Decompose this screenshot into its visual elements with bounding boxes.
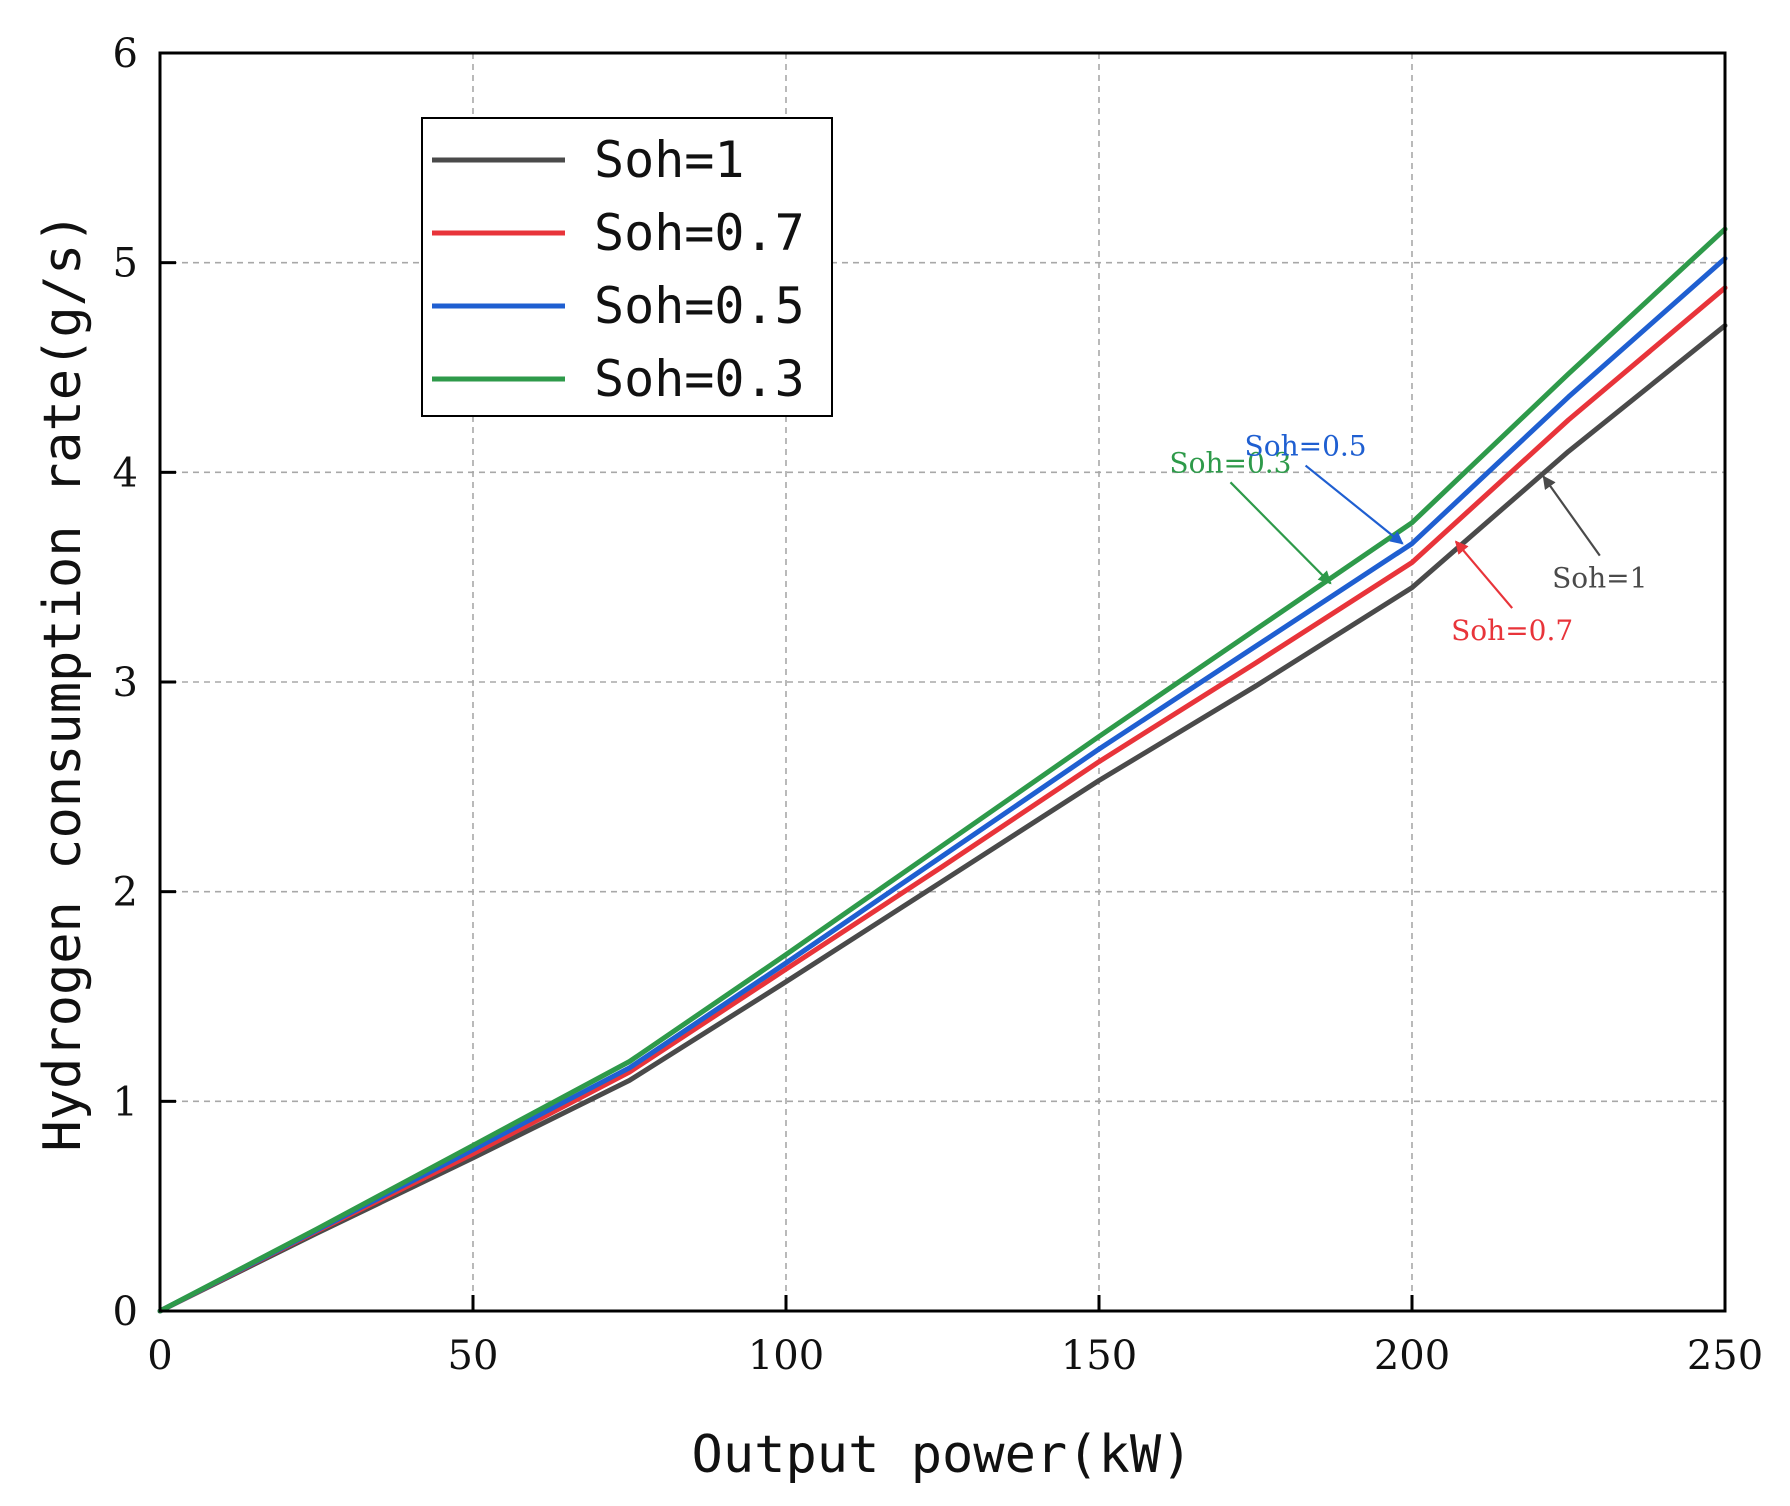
annotation-arrow (1454, 540, 1513, 609)
y-tick-label: 1 (113, 1079, 138, 1125)
series-line-2 (157, 256, 1728, 1314)
x-tick-label: 100 (748, 1333, 824, 1379)
annotation-arrow (1229, 481, 1332, 585)
y-tick-labels: 0 1 2 3 4 5 6 (113, 31, 138, 1335)
legend-label: Soh=0.5 (594, 277, 805, 335)
y-tick-label: 0 (113, 1289, 138, 1335)
x-tick-label: 0 (147, 1333, 172, 1379)
annotation-arrow (1304, 464, 1404, 545)
x-axis-title: Output power(kW) (692, 1425, 1193, 1485)
y-axis-title: Hydrogen consumption rate(g/s) (33, 212, 93, 1151)
legend-label: Soh=0.3 (594, 350, 805, 408)
legend-label: Soh=0.7 (594, 204, 805, 262)
x-tick-label: 150 (1061, 1333, 1137, 1379)
series-lines (157, 226, 1728, 1314)
annotation-arrow (1542, 475, 1601, 557)
x-tick-label: 250 (1687, 1333, 1763, 1379)
y-tick-label: 2 (113, 870, 138, 916)
x-tick-label: 200 (1374, 1333, 1450, 1379)
y-tick-label: 3 (113, 660, 138, 706)
legend-box (421, 117, 833, 417)
series-line-1 (157, 285, 1728, 1314)
y-tick-label: 5 (113, 241, 138, 287)
x-tick-label: 50 (448, 1333, 499, 1379)
annotation-label: Soh=0.7 (1451, 614, 1573, 647)
x-tick-labels: 0 50 100 150 200 250 (147, 1333, 1763, 1379)
y-tick-label: 4 (113, 450, 138, 496)
tick-marks (158, 51, 1727, 1313)
annotation-label: Soh=0.5 (1245, 430, 1367, 463)
annotation-label: Soh=0.3 (1169, 446, 1291, 479)
annotation-label: Soh=1 (1552, 562, 1647, 595)
y-tick-label: 6 (113, 31, 138, 77)
series-line-3 (157, 226, 1728, 1314)
legend-label: Soh=1 (594, 131, 745, 189)
legend: Soh=1 Soh=0.7 Soh=0.5 Soh=0.3 (421, 117, 833, 417)
grid-lines (160, 53, 1725, 1311)
